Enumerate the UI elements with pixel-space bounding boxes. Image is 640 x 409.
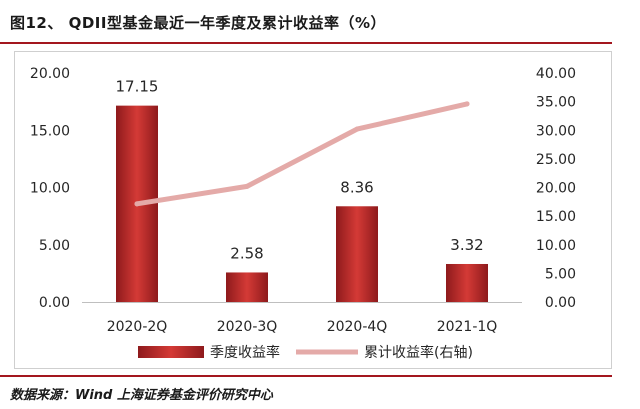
- y-right-tick-label: 0.00: [545, 295, 576, 311]
- x-tick-label: 2020-4Q: [327, 319, 388, 335]
- bar-data-label: 2.58: [230, 244, 263, 262]
- footer-rule: [0, 375, 612, 377]
- bar: [446, 263, 488, 302]
- figure-header: 图12、 QDII型基金最近一年季度及累计收益率（%）: [0, 0, 640, 44]
- data-source-note: 数据来源：Wind 上海证券基金评价研究中心: [10, 388, 273, 403]
- bar-data-label: 3.32: [450, 236, 483, 254]
- plot-frame: [14, 51, 612, 369]
- y-left-tick-label: 15.00: [30, 123, 70, 139]
- legend-label-line: 累计收益率(右轴): [364, 344, 473, 361]
- y-left-tick-label: 10.00: [30, 181, 70, 197]
- line-point: [354, 126, 360, 132]
- legend-label-bar: 季度收益率: [210, 344, 280, 361]
- y-right-tick-label: 5.00: [545, 266, 576, 282]
- line-point: [134, 201, 140, 207]
- y-left-tick-label: 20.00: [30, 66, 70, 82]
- y-right-tick-label: 40.00: [536, 66, 576, 82]
- bar: [336, 206, 378, 302]
- bar: [226, 272, 268, 302]
- bar-data-label: 17.15: [116, 78, 159, 96]
- x-tick-label: 2020-3Q: [217, 319, 278, 335]
- bar-data-label: 8.36: [340, 178, 373, 196]
- y-right-tick-label: 20.00: [536, 181, 576, 197]
- combo-chart: 0.00 5.00 10.00 15.00 20.00 0.00 5.00 10.00 15.0…: [30, 66, 576, 361]
- y-right-tick-label: 15.00: [536, 209, 576, 225]
- y-right-tick-label: 10.00: [536, 238, 576, 254]
- x-tick-label: 2021-1Q: [437, 319, 498, 335]
- y-left-tick-label: 5.00: [39, 238, 70, 254]
- figure-title: 图12、 QDII型基金最近一年季度及累计收益率（%）: [10, 14, 386, 32]
- y-right-tick-label: 25.00: [536, 152, 576, 168]
- y-right-tick-label: 30.00: [536, 123, 576, 139]
- line-point: [244, 183, 250, 189]
- y-left-tick-label: 0.00: [39, 295, 70, 311]
- y-right-tick-label: 35.00: [536, 95, 576, 111]
- legend-swatch-bar: [138, 346, 204, 358]
- line-point: [464, 101, 470, 107]
- x-tick-label: 2020-2Q: [107, 319, 168, 335]
- cumulative-line: [134, 101, 470, 207]
- title-rule: [0, 42, 612, 44]
